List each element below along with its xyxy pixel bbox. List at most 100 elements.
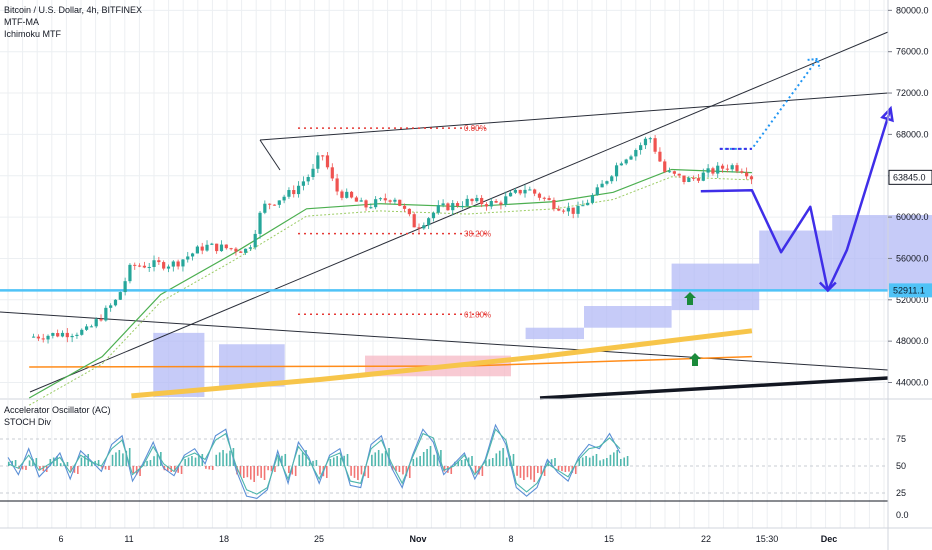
ac-histogram-bar	[166, 466, 169, 472]
candle-body	[581, 205, 585, 207]
ac-histogram-bar	[56, 456, 58, 466]
candle-body	[658, 151, 662, 162]
candle-body	[75, 334, 79, 336]
y-tick-label: 60000.0	[896, 212, 929, 222]
ac-histogram-bar	[246, 466, 249, 478]
candle-body	[65, 332, 69, 338]
ichimoku-cloud	[759, 230, 833, 291]
ac-histogram-bar	[146, 460, 148, 466]
indicator-ac[interactable]: Accelerator Oscillator (AC)	[4, 405, 111, 415]
indicator-ichimoku[interactable]: Ichimoku MTF	[4, 29, 62, 39]
ac-histogram-bar	[239, 466, 242, 477]
ac-histogram-bar	[35, 458, 38, 466]
candle-body	[157, 260, 161, 263]
buy-signal-arrow-icon	[684, 292, 696, 305]
candle-body	[56, 333, 60, 337]
candle-body	[696, 178, 701, 181]
ac-histogram-bar	[281, 455, 283, 466]
candle-body	[475, 197, 479, 202]
ac-histogram-bar	[25, 466, 27, 470]
ac-histogram-bar	[353, 466, 356, 478]
x-tick-label: 15	[604, 534, 614, 544]
ac-histogram-bar	[284, 454, 287, 466]
candle-body	[301, 181, 305, 186]
ac-histogram-bar	[405, 466, 408, 477]
candle-body	[104, 307, 108, 321]
ac-histogram-bar	[557, 466, 560, 471]
candle-body	[561, 210, 566, 212]
ac-histogram-bar	[256, 466, 259, 476]
candle-body	[41, 338, 45, 340]
candle-body	[335, 178, 339, 192]
ac-histogram-bar	[294, 466, 297, 476]
candle-body	[667, 171, 672, 173]
ac-histogram-bar	[125, 450, 128, 466]
ac-histogram-bar	[381, 453, 384, 466]
indicator-stoch-div[interactable]: STOCH Div	[4, 417, 51, 427]
symbol-title[interactable]: Bitcoin / U.S. Dollar, 4h, BITFINEX	[4, 5, 143, 15]
ac-histogram-bar	[350, 466, 352, 476]
candle-body	[557, 208, 561, 211]
ac-histogram-bar	[609, 454, 612, 466]
candle-body	[176, 261, 180, 267]
ichimoku-cloud	[671, 263, 760, 311]
ac-histogram-bar	[218, 452, 221, 466]
ac-histogram-bar	[602, 459, 605, 466]
candle-body	[171, 261, 175, 267]
candle-body	[253, 233, 257, 248]
ac-histogram-bar	[616, 450, 619, 466]
ac-histogram-bar	[236, 466, 238, 475]
ac-histogram-bar	[39, 466, 41, 471]
candle-body	[60, 332, 65, 337]
ac-histogram-bar	[325, 466, 328, 478]
candle-body	[345, 191, 349, 198]
candle-body	[725, 168, 729, 170]
candle-body	[499, 202, 503, 205]
ac-histogram-bar	[530, 466, 532, 480]
stoch-line	[7, 423, 621, 499]
ac-histogram-bar	[626, 456, 629, 466]
candle-body	[749, 176, 754, 180]
ac-histogram-bar	[49, 459, 52, 466]
trendline-ascending	[29, 31, 889, 393]
ac-histogram-bar	[471, 456, 473, 466]
ac-histogram-bar	[308, 461, 311, 466]
ac-histogram-bar	[84, 455, 86, 466]
ac-histogram-bar	[225, 453, 228, 466]
ac-histogram-bar	[332, 457, 335, 466]
ac-histogram-bar	[367, 466, 370, 478]
ma-green-line	[28, 168, 752, 399]
candle-body	[147, 266, 151, 268]
ac-histogram-bar	[260, 466, 262, 478]
ac-histogram-bar	[443, 466, 446, 472]
candle-body	[364, 200, 368, 208]
candle-body	[243, 248, 248, 253]
ichimoku-cloud	[153, 332, 205, 397]
candle-body	[663, 161, 667, 172]
candle-body	[234, 248, 238, 252]
indicator-mtf-ma[interactable]: MTF-MA	[4, 17, 39, 27]
ac-histogram-bar	[249, 466, 252, 480]
ac-histogram-bar	[173, 466, 176, 472]
candle-body	[277, 200, 281, 205]
candle-body	[393, 199, 397, 202]
ac-histogram-bar	[481, 466, 484, 476]
candle-body	[586, 202, 590, 206]
ac-histogram-bar	[198, 455, 200, 466]
ichimoku-cloud	[525, 327, 584, 340]
y-tick-label: 68000.0	[896, 129, 929, 139]
x-tick-label: Dec	[821, 534, 838, 544]
candle-body	[282, 196, 286, 201]
ac-histogram-bar	[274, 466, 276, 472]
candle-body	[610, 176, 614, 182]
candle-body	[716, 165, 720, 174]
candle-body	[619, 163, 623, 166]
ac-histogram-bar	[312, 460, 314, 466]
candle-body	[740, 171, 744, 173]
candle-body	[677, 173, 681, 176]
candle-body	[51, 333, 55, 336]
ac-histogram-bar	[339, 457, 342, 466]
candle-body	[109, 305, 113, 308]
candle-body	[504, 196, 508, 205]
